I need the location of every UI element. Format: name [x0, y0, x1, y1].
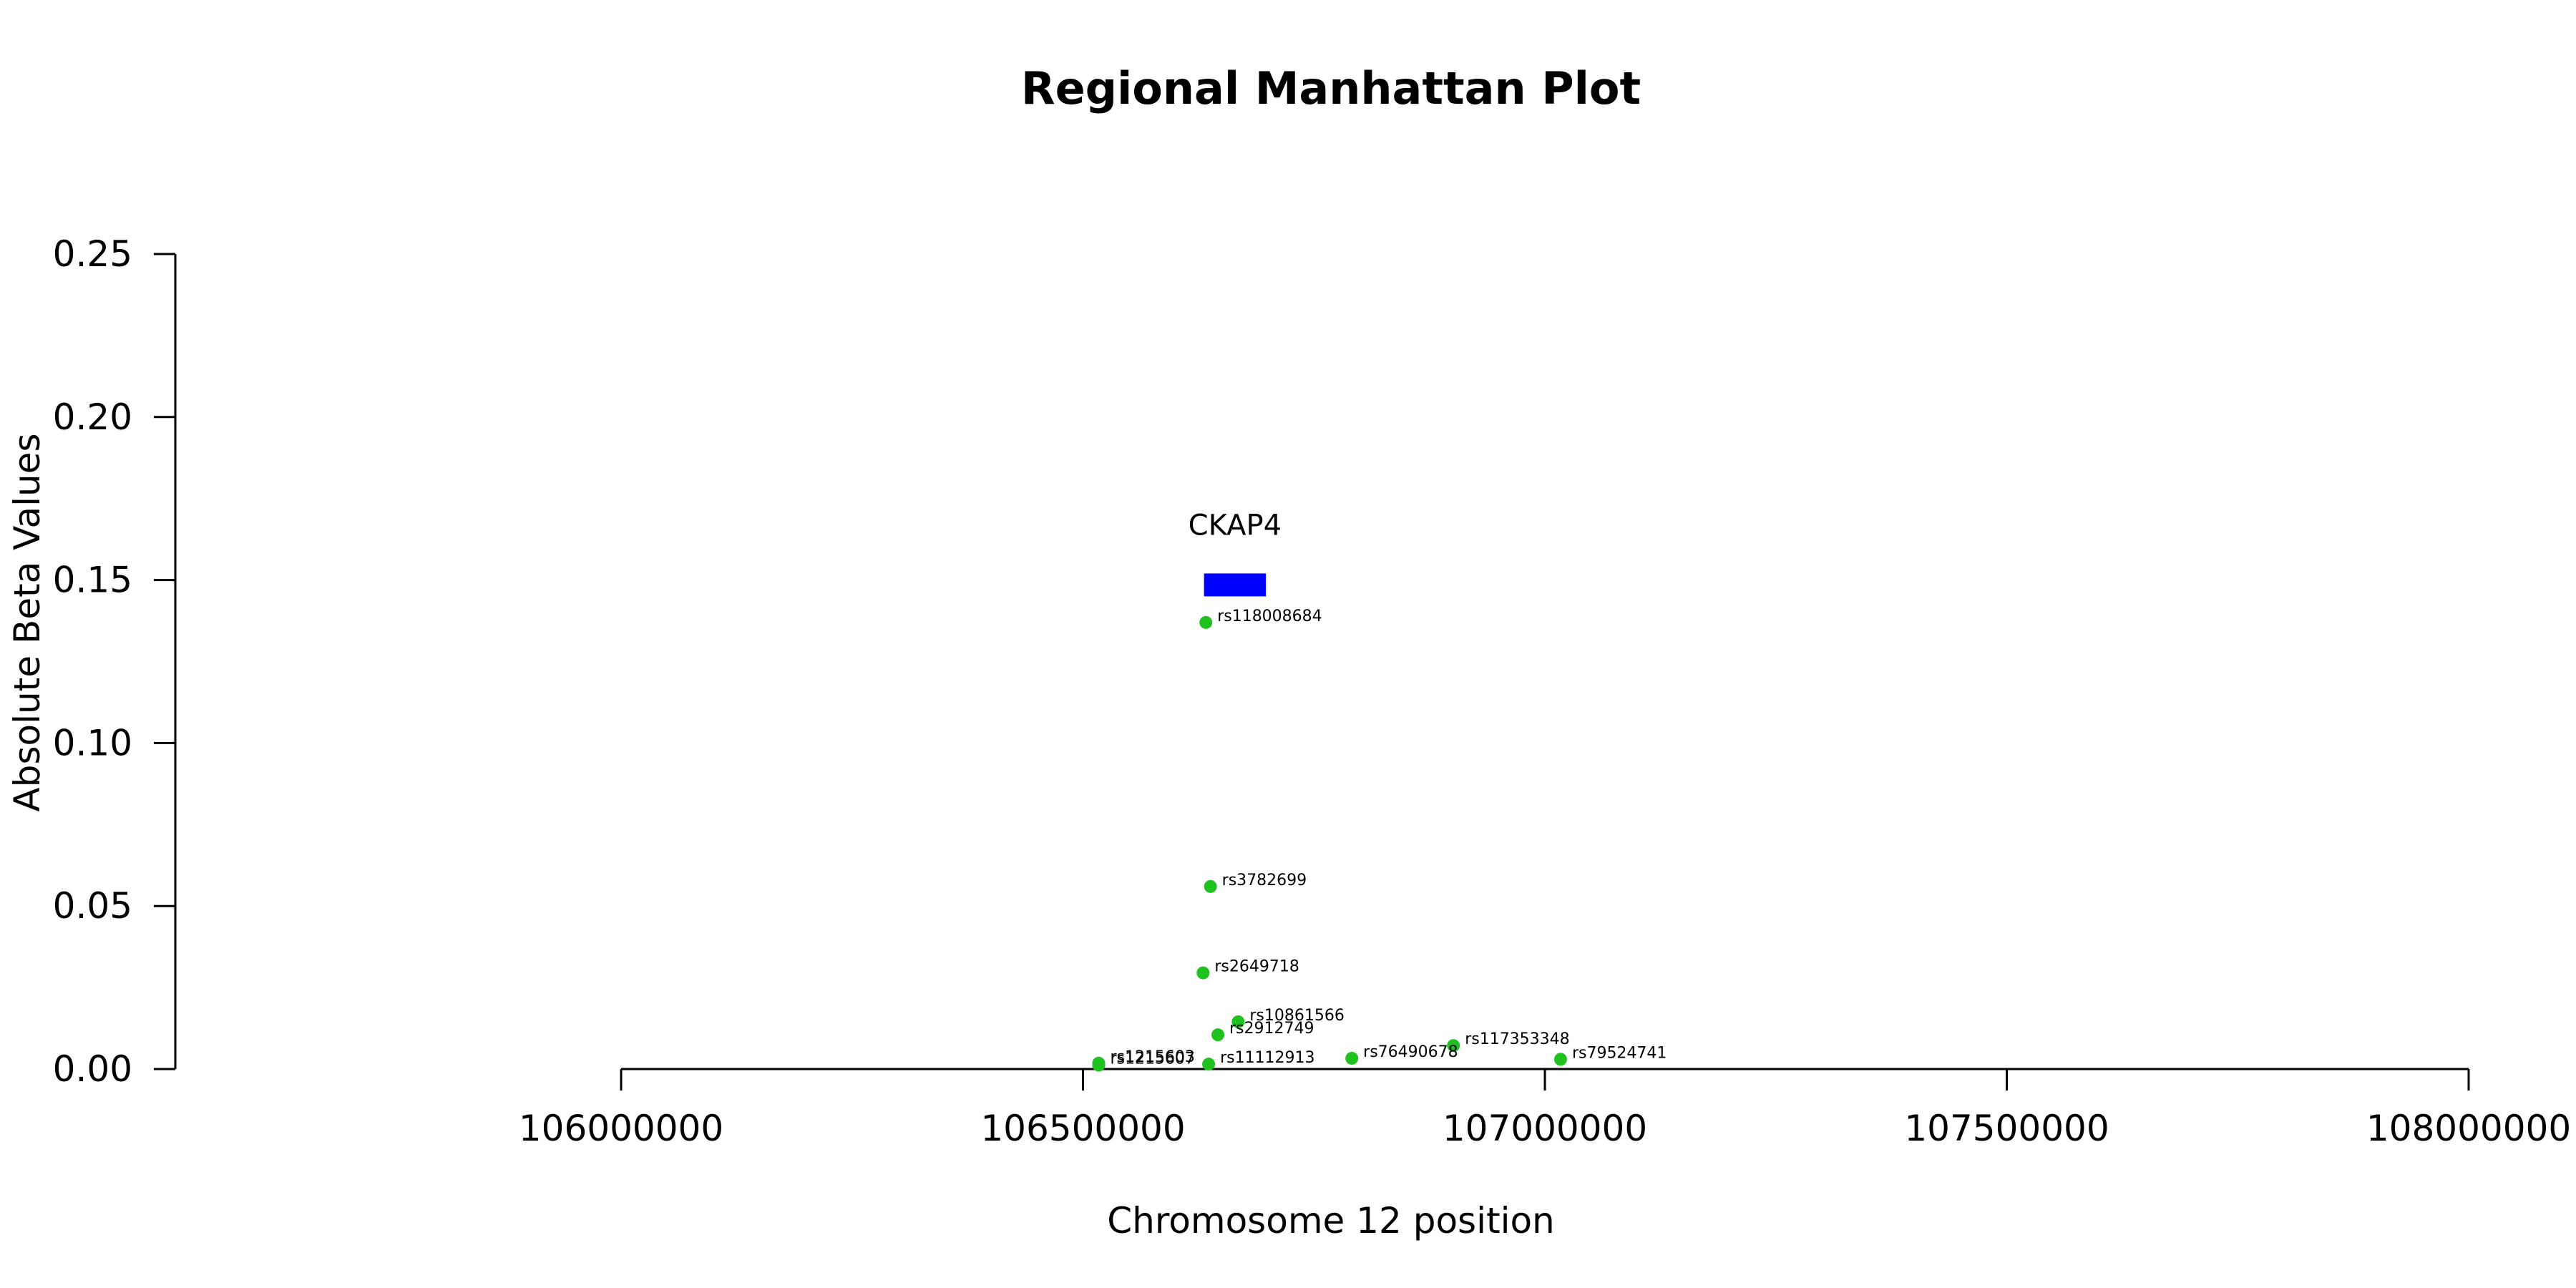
snp-points: rs118008684rs3782699rs2649718rs10861566r… [1092, 608, 1667, 1072]
snp-label: rs2649718 [1214, 958, 1299, 976]
y-tick-label: 0.15 [53, 560, 132, 601]
gene-track: CKAP4 [1189, 509, 1282, 597]
chart-title: Regional Manhattan Plot [1021, 62, 1641, 114]
snp-label: rs76490678 [1363, 1043, 1458, 1061]
snp-label: rs2912749 [1229, 1020, 1314, 1038]
snp-point [1447, 1039, 1460, 1053]
y-tick-label: 0.10 [53, 722, 132, 763]
x-tick-label: 106500000 [980, 1108, 1185, 1149]
snp-label: rs10861566 [1249, 1007, 1344, 1025]
snp-label: rs118008684 [1217, 608, 1322, 625]
snp-point [1092, 1058, 1106, 1072]
gene-label: CKAP4 [1189, 509, 1282, 542]
snp-point [1199, 615, 1213, 629]
x-axis: 106000000 106500000 107000000 107500000 1080… [519, 1068, 2571, 1149]
snp-point [1204, 879, 1217, 893]
snp-point [1345, 1051, 1359, 1065]
snp-label: rs79524741 [1572, 1044, 1667, 1062]
y-tick-label: 0.00 [53, 1048, 132, 1090]
x-tick-label: 107000000 [1443, 1108, 1647, 1149]
y-tick-label: 0.25 [53, 233, 132, 275]
snp-point [1202, 1058, 1216, 1071]
snp-label: rs11112913 [1220, 1049, 1314, 1067]
snp-label: rs117353348 [1465, 1030, 1569, 1048]
snp-label: rs1215603 [1110, 1048, 1195, 1066]
x-tick-label: 107500000 [1904, 1108, 2109, 1149]
x-axis-label: Chromosome 12 position [1107, 1200, 1555, 1241]
y-axis-label: Absolute Beta Values [6, 434, 48, 812]
x-tick-label: 108000000 [2366, 1108, 2571, 1149]
gene-bar [1204, 573, 1267, 597]
y-tick-label: 0.05 [53, 885, 132, 927]
snp-point [1196, 966, 1210, 980]
snp-point [1231, 1015, 1245, 1028]
y-tick-label: 0.20 [53, 396, 132, 438]
snp-label: rs1215607 [1110, 1050, 1195, 1068]
snp-point [1211, 1028, 1224, 1042]
snp-point [1553, 1053, 1567, 1066]
snp-label: rs3782699 [1222, 872, 1307, 889]
y-axis: 0.00 0.05 0.10 0.15 0.20 0.25 [53, 233, 177, 1090]
x-tick-label: 106000000 [519, 1108, 723, 1149]
